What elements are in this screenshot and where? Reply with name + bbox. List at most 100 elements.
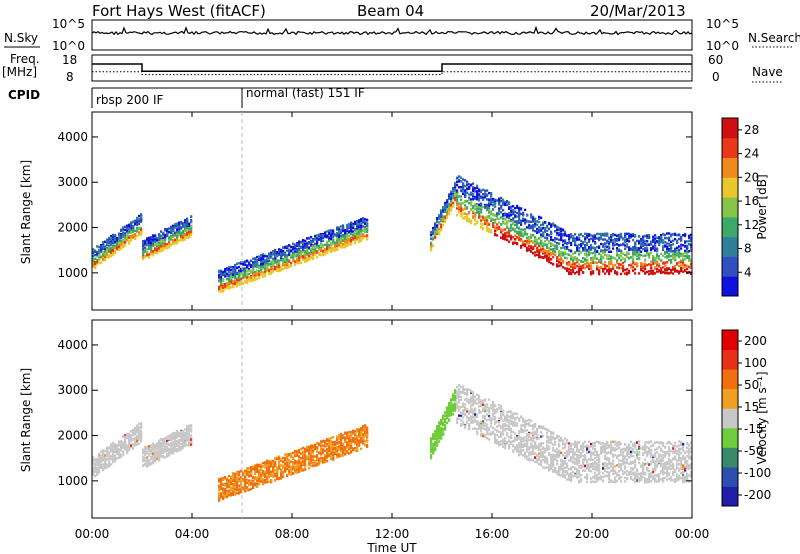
echo-cell [138, 435, 141, 439]
echo-cell [302, 239, 305, 242]
echo-cell [174, 433, 177, 436]
echo-cell [98, 452, 101, 456]
echo-cell [146, 244, 149, 247]
echo-cell [608, 250, 611, 253]
echo-cell [482, 223, 485, 226]
echo-cell [460, 198, 463, 201]
echo-cell [560, 238, 563, 242]
echo-cell [338, 241, 341, 244]
echo-cell [248, 261, 251, 264]
echo-cell [360, 239, 363, 242]
echo-cell [498, 210, 501, 213]
echo-cell [320, 234, 323, 237]
echo-cell [338, 226, 341, 229]
echo-cell [154, 240, 157, 243]
echo-cell [188, 232, 191, 236]
echo-cell [170, 439, 173, 442]
echo-cell [436, 220, 439, 223]
echo-cell [124, 232, 127, 235]
echo-cell [302, 248, 305, 251]
echo-cell [548, 234, 551, 237]
echo-cell [170, 231, 173, 234]
echo-cell [512, 236, 515, 239]
echo-cell [518, 235, 521, 238]
echo-cell [124, 228, 127, 232]
echo-cell [108, 461, 111, 464]
echo-cell [682, 259, 685, 262]
echo-cell [598, 269, 601, 272]
echo-cell [478, 203, 481, 206]
echo-cell [474, 218, 477, 222]
echo-cell [586, 236, 589, 239]
echo-cell [494, 198, 497, 201]
echo-cell [510, 219, 513, 223]
echo-cell [252, 257, 255, 260]
echo-cell [500, 196, 503, 200]
echo-cell [176, 234, 179, 237]
echo-cell [272, 257, 275, 261]
colorbar-tick-label: 4 [744, 265, 752, 279]
echo-cell [226, 281, 229, 285]
echo-cell [354, 232, 357, 236]
echo-cell [570, 236, 573, 239]
echo-cell [304, 243, 307, 246]
echo-cell [320, 246, 323, 249]
echo-cell [498, 201, 501, 204]
echo-cell [240, 268, 243, 271]
echo-cell [104, 251, 107, 254]
echo-cell [606, 265, 609, 268]
echo-cell [450, 201, 453, 205]
echo-cell [154, 452, 157, 455]
echo-cell [344, 244, 347, 247]
echo-cell [110, 253, 113, 256]
echo-cell [230, 272, 233, 275]
echo-cell [354, 236, 357, 239]
echo-cell [306, 253, 309, 256]
echo-cell [176, 440, 179, 443]
echo-cell [586, 261, 589, 265]
echo-cell [656, 264, 659, 267]
echo-cell [634, 272, 637, 275]
echo-cell [342, 234, 345, 237]
echo-cell [106, 251, 109, 255]
echo-cell [108, 453, 111, 456]
echo-cell [244, 272, 247, 275]
echo-cell [108, 254, 111, 257]
echo-cell [158, 453, 161, 457]
echo-cell [290, 253, 293, 257]
echo-cell [306, 258, 309, 261]
echo-cell [648, 256, 651, 259]
echo-cell [298, 248, 301, 251]
echo-cell [524, 239, 527, 243]
echo-cell [344, 241, 347, 244]
echo-cell [294, 245, 297, 248]
echo-cell [466, 206, 469, 209]
echo-cell [552, 222, 555, 225]
echo-cell [232, 282, 235, 286]
echo-cell [534, 237, 537, 241]
echo-cell [140, 228, 143, 231]
echo-cell [596, 250, 599, 253]
echo-cell [180, 227, 183, 230]
echo-cell [560, 252, 563, 256]
echo-cell [346, 244, 349, 247]
echo-cell [176, 222, 179, 225]
echo-cell [670, 247, 673, 250]
echo-cell [528, 237, 531, 240]
echo-cell [596, 267, 599, 270]
echo-cell [154, 454, 157, 458]
echo-cell [538, 230, 541, 234]
echo-cell [598, 260, 601, 264]
echo-cell [334, 247, 337, 251]
echo-cell [588, 247, 591, 250]
echo-cell [542, 245, 545, 248]
echo-cell [558, 261, 561, 264]
echo-cell [100, 457, 103, 460]
echo-cell [558, 250, 561, 253]
echo-cell [260, 266, 263, 269]
echo-cell [574, 240, 577, 243]
echo-cell [564, 230, 567, 233]
echo-cell [98, 466, 101, 469]
echo-cell [540, 248, 543, 251]
echo-cell [554, 230, 557, 233]
